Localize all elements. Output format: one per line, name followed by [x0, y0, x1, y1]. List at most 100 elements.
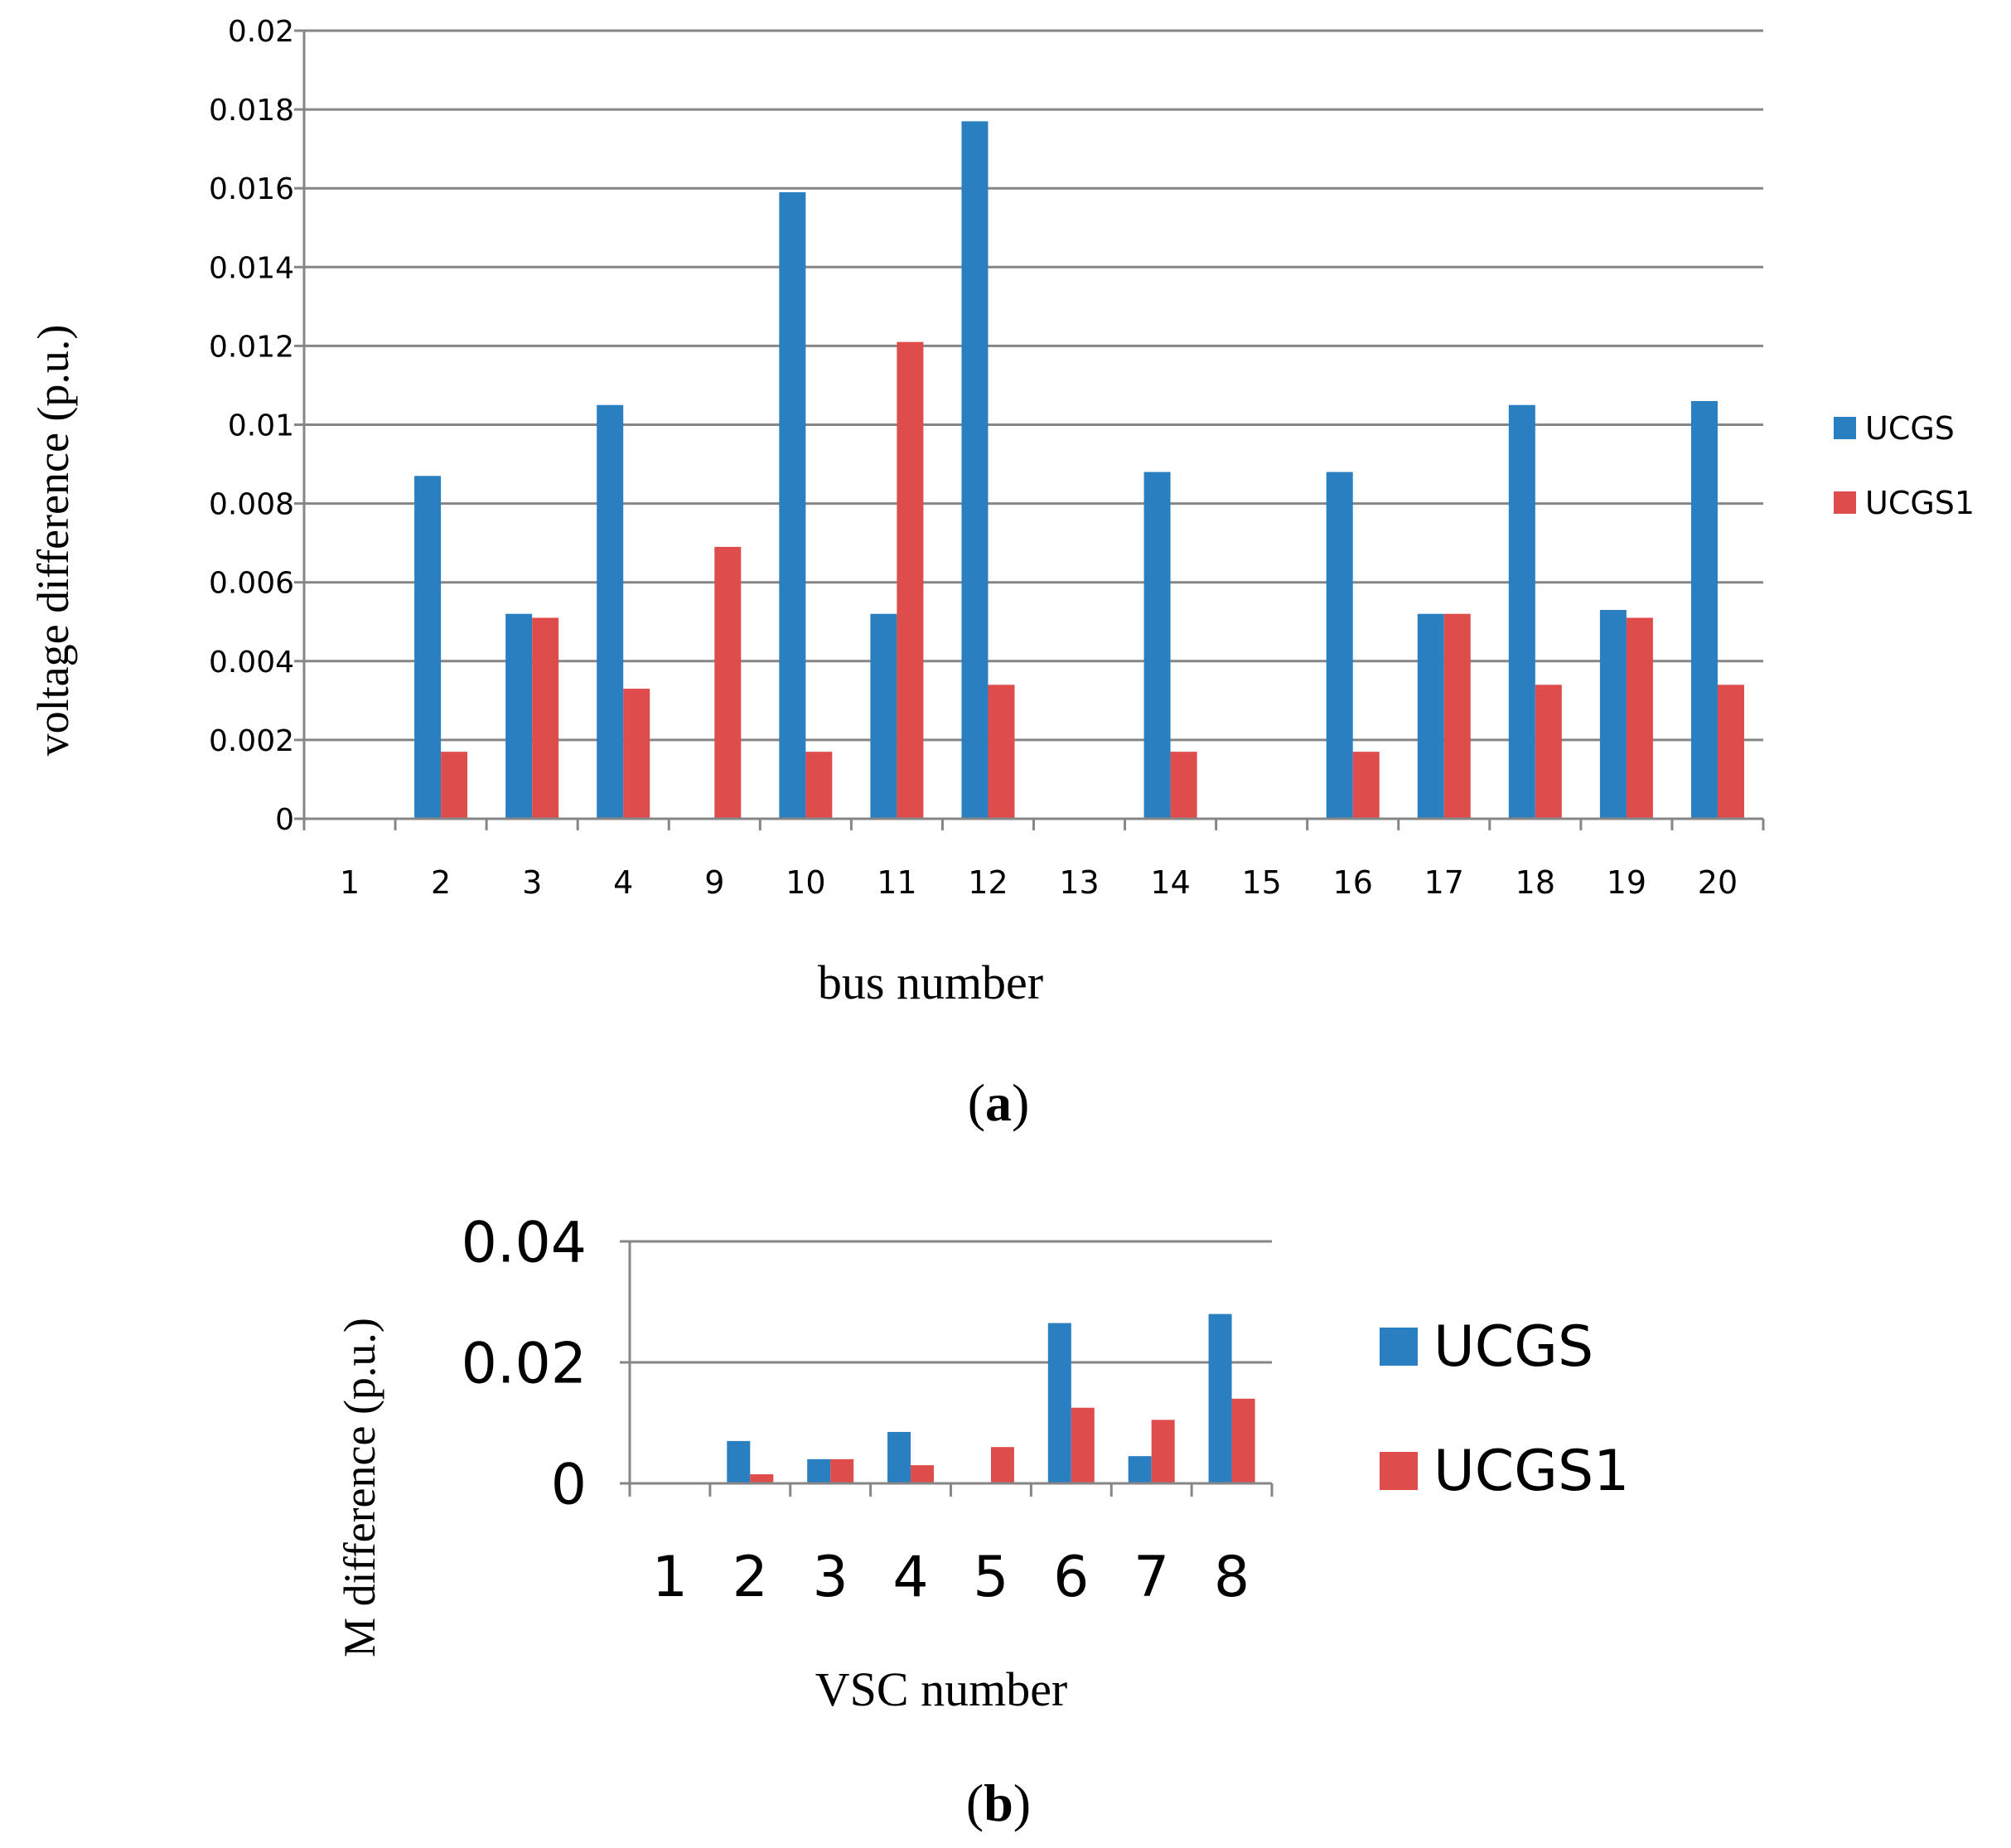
chart-a-x-tick-labels: 1 2 3 4 9 10 11 12 13 14 15 16 17 18 19 20 [340, 864, 1738, 901]
chart-a-y-tick-label: 0 [275, 803, 294, 837]
chart-b-panel-letter: b [984, 1773, 1013, 1832]
chart-a-x-tick-label: 16 [1333, 864, 1373, 901]
chart-a-bar-ucgs1 [441, 752, 468, 819]
chart-b-x-tick-label: 4 [892, 1545, 928, 1610]
chart-a-bar-ucgs [870, 613, 897, 819]
chart-a-y-tick-label: 0.02 [228, 15, 294, 49]
chart-b-bar-ucgs [1208, 1313, 1232, 1483]
chart-a-x-tick-label: 12 [968, 864, 1008, 901]
chart-b-bar-ucgs1 [990, 1447, 1014, 1483]
chart-a-x-tick-label: 3 [522, 864, 542, 901]
chart-b-legend-swatch-ucgs1 [1380, 1452, 1418, 1490]
chart-a-bar-ucgs1 [714, 546, 742, 819]
chart-a-bar-ucgs [1417, 613, 1444, 819]
chart-a-bar-ucgs1 [1535, 685, 1562, 819]
chart-b-x-tick-label: 8 [1214, 1545, 1250, 1610]
chart-a-x-tick-label: 9 [704, 864, 724, 901]
chart-b-bar-ucgs1 [750, 1474, 774, 1483]
chart-b-bar-ucgs1 [830, 1459, 854, 1483]
chart-b-legend-label-ucgs: UCGS [1433, 1314, 1593, 1380]
chart-a-bar-ucgs1 [1717, 685, 1744, 819]
chart-a-bar-ucgs [961, 121, 989, 820]
chart-a-bar-ucgs [779, 191, 806, 819]
chart-a-x-tick-label: 20 [1698, 864, 1738, 901]
chart-a-x-tick-label: 10 [786, 864, 825, 901]
chart-a-bar-ucgs1 [897, 341, 924, 819]
chart-a-bar-ucgs [1508, 404, 1535, 819]
chart-b-panel-label: (b) [966, 1773, 1031, 1832]
chart-a-y-tick-label: 0.012 [209, 330, 294, 364]
chart-a-x-tick-label: 4 [613, 864, 633, 901]
chart-a-bar-ucgs [1143, 472, 1171, 819]
chart-a-bar-ucgs1 [1443, 613, 1471, 819]
chart-a-y-tick-label: 0.014 [209, 251, 294, 285]
chart-a-legend-swatch-ucgs1 [1834, 491, 1856, 514]
chart-b-y-axis-label: M difference (p.u.) [335, 1318, 384, 1657]
chart-a-x-axis-label: bus number [818, 955, 1043, 1009]
chart-b-y-tick-labels: 0 0.02 0.04 [462, 1210, 587, 1517]
chart-a-x-tick-label: 13 [1059, 864, 1099, 901]
chart-a-y-tick-label: 0.018 [209, 94, 294, 128]
chart-b-axes [620, 1240, 1274, 1497]
chart-b-bar-ucgs [1128, 1456, 1152, 1483]
chart-b-legend-swatch-ucgs [1380, 1328, 1418, 1366]
chart-b-bar-ucgs1 [1231, 1398, 1255, 1483]
chart-a-bars [414, 121, 1744, 820]
chart-a-y-tick-label: 0.006 [209, 567, 294, 601]
chart-b-gridlines [630, 1240, 1272, 1364]
chart-a-bar-ucgs1 [1170, 752, 1197, 819]
chart-b-x-tick-label: 6 [1053, 1545, 1089, 1610]
chart-b-bars [727, 1313, 1255, 1483]
chart-a-x-tick-label: 18 [1516, 864, 1555, 901]
chart-a-y-tick-label: 0.016 [209, 172, 294, 206]
chart-b-x-tick-label: 7 [1134, 1545, 1169, 1610]
chart-b-bar-ucgs1 [1151, 1420, 1175, 1483]
chart-a-legend-label-ucgs1: UCGS1 [1865, 485, 1975, 521]
chart-b-bar-ucgs1 [1071, 1407, 1095, 1483]
chart-a-bar-ucgs1 [805, 752, 833, 819]
chart-a-axes [294, 29, 1765, 830]
chart-b-bar-ucgs [887, 1431, 911, 1483]
chart-a-bar-ucgs [1690, 400, 1718, 819]
chart-a-x-tick-label: 11 [877, 864, 916, 901]
chart-a-bar-ucgs [414, 476, 442, 819]
chart-b-legend: UCGS UCGS1 [1380, 1314, 1629, 1504]
chart-a-x-tick-label: 15 [1241, 864, 1281, 901]
chart-b-y-tick-label: 0 [551, 1452, 587, 1517]
chart-a-panel-letter: a [985, 1073, 1012, 1132]
chart-b-x-axis-label: VSC number [815, 1662, 1068, 1716]
chart-a-x-tick-label: 17 [1424, 864, 1464, 901]
chart-a-y-tick-labels: 0 0.002 0.004 0.006 0.008 0.01 0.012 0.014 0.016… [209, 15, 294, 837]
chart-a-legend-swatch-ucgs [1834, 417, 1856, 439]
chart-b-bar-ucgs [727, 1440, 751, 1483]
chart-a-x-tick-label: 1 [340, 864, 360, 901]
chart-a-y-axis-label: voltage difference (p.u.) [28, 325, 78, 757]
chart-a-y-tick-label: 0.01 [228, 409, 294, 443]
chart-b-x-tick-label: 5 [973, 1545, 1008, 1610]
chart-b-x-tick-label: 2 [732, 1545, 768, 1610]
chart-a-bar-ucgs1 [988, 685, 1015, 819]
chart-b-bar-ucgs [807, 1459, 831, 1483]
chart-b-x-tick-label: 1 [652, 1545, 688, 1610]
chart-a-bar-ucgs [1326, 472, 1353, 819]
chart-a-y-tick-label: 0.008 [209, 488, 294, 522]
chart-a-bar-ucgs1 [1352, 752, 1380, 819]
chart-b-y-tick-label: 0.04 [462, 1210, 587, 1275]
chart-a-bar-ucgs [597, 404, 624, 819]
chart-a-x-tick-label: 2 [431, 864, 451, 901]
chart-a-legend-label-ucgs: UCGS [1865, 410, 1955, 447]
chart-a-y-tick-label: 0.004 [209, 646, 294, 680]
chart-a-bar-ucgs1 [623, 689, 650, 819]
chart-a: 0 0.002 0.004 0.006 0.008 0.01 0.012 0.014 0.016… [28, 15, 1975, 1132]
chart-b-x-tick-label: 3 [813, 1545, 848, 1610]
chart-a-x-tick-label: 19 [1607, 864, 1646, 901]
chart-b-y-tick-label: 0.02 [462, 1331, 587, 1396]
chart-a-panel-label: (a) [968, 1073, 1030, 1132]
chart-a-legend: UCGS UCGS1 [1834, 410, 1975, 521]
chart-a-x-tick-label: 14 [1150, 864, 1190, 901]
chart-a-bar-ucgs1 [532, 617, 559, 819]
chart-b-bar-ucgs [1047, 1323, 1071, 1483]
